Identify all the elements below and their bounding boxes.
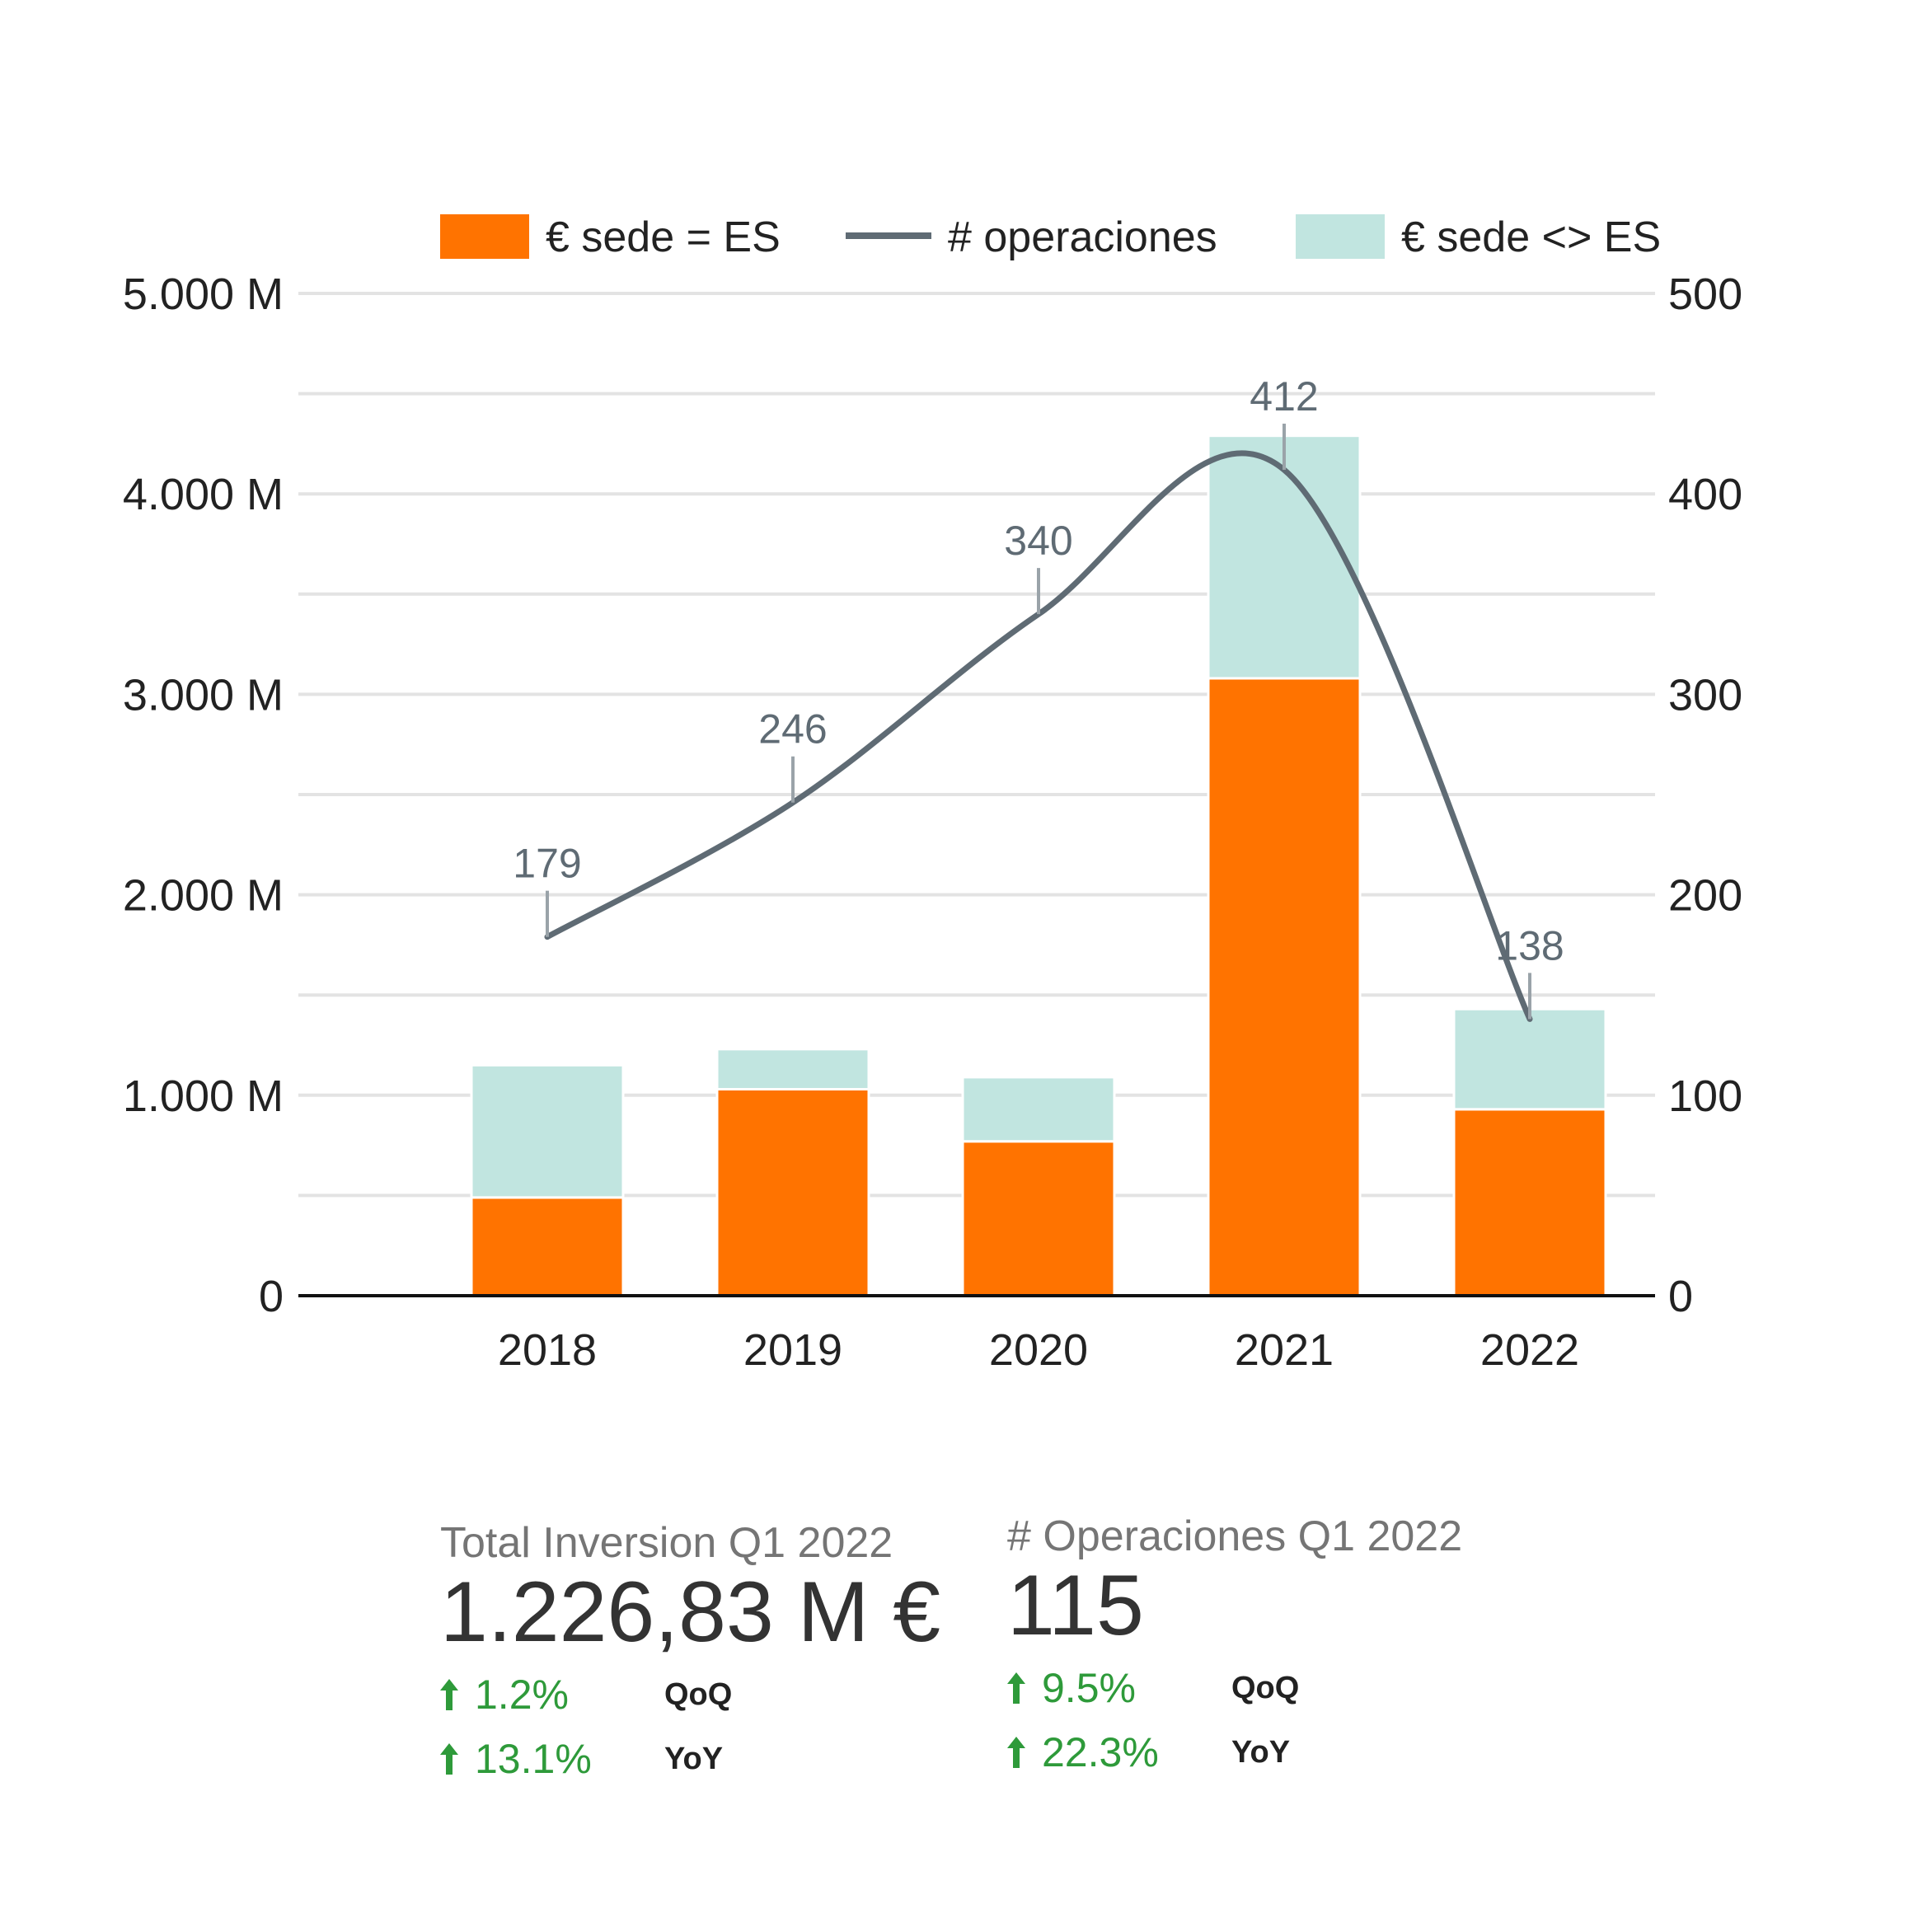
line-data-label: 138 — [1495, 922, 1564, 968]
kpi-investment-title: Total Inversion Q1 2022 — [440, 1519, 893, 1567]
kpi-operations-yoy-label: YoY — [1231, 1734, 1291, 1770]
x-tick-label: 2018 — [498, 1325, 597, 1375]
bar-sede-es — [1207, 677, 1362, 1297]
x-tick-label: 2022 — [1480, 1325, 1579, 1375]
line-data-label: 246 — [758, 706, 827, 753]
kpi-operations-value: 115 — [1007, 1558, 1144, 1653]
kpi-investment-yoy-label: YoY — [664, 1741, 724, 1776]
kpi-operations-qoq-label: QoQ — [1231, 1670, 1300, 1705]
kpi-investment-qoq: 1.2% QoQ — [440, 1662, 940, 1727]
kpi-investment-value: 1.226,83 M € — [440, 1564, 941, 1660]
kpi-operations-title: # Operaciones Q1 2022 — [1007, 1512, 1463, 1560]
legend-swatch-sede-no-es — [1296, 214, 1385, 259]
y-left-tick-label: 4.000 M — [123, 470, 284, 519]
bar-sede-no-es — [715, 1048, 870, 1091]
bar-sede-es — [1452, 1108, 1607, 1297]
legend-swatch-sede-es — [440, 214, 529, 259]
line-data-label: 179 — [513, 841, 581, 887]
y-left-tick-label: 5.000 M — [123, 270, 284, 319]
y-left-tick-label: 1.000 M — [123, 1072, 284, 1121]
kpi-operations-qoq-value: 9.5% — [1042, 1665, 1136, 1712]
legend-label-sede-no-es: € sede <> ES — [1401, 213, 1661, 261]
x-tick-label: 2021 — [1235, 1325, 1334, 1375]
line-data-label: 412 — [1250, 373, 1318, 420]
trend-up-icon — [440, 1743, 458, 1775]
y-right-tick-label: 0 — [1668, 1272, 1693, 1321]
kpi-investment: Total Inversion Q1 2022 1.226,83 M € 1.2… — [440, 1518, 940, 1791]
kpi-investment-yoy-value: 13.1% — [475, 1736, 592, 1783]
y-left-tick-label: 0 — [259, 1272, 284, 1321]
trend-up-icon — [1007, 1672, 1025, 1705]
trend-up-icon — [1007, 1737, 1025, 1769]
y-left-tick-label: 3.000 M — [123, 670, 284, 720]
bar-sede-es — [470, 1196, 625, 1297]
legend-label-operaciones: # operaciones — [948, 213, 1217, 261]
bar-sede-es — [961, 1140, 1116, 1297]
bar-sede-es — [715, 1088, 870, 1297]
bar-sede-no-es — [1452, 1007, 1607, 1111]
kpi-investment-yoy: 13.1% YoY — [440, 1727, 940, 1791]
series-line-operaciones — [544, 450, 1533, 1022]
trend-up-icon — [440, 1679, 458, 1711]
bar-sede-no-es — [470, 1063, 625, 1199]
kpi-operations-yoy: 22.3% YoY — [1007, 1720, 1462, 1784]
y-right-tick-label: 400 — [1668, 470, 1742, 519]
kpi-operations-yoy-value: 22.3% — [1042, 1729, 1159, 1776]
kpi-operations-qoq: 9.5% QoQ — [1007, 1656, 1462, 1720]
y-right-tick-label: 200 — [1668, 871, 1742, 921]
kpi-operations: # Operaciones Q1 2022 115 9.5% QoQ 22.3%… — [1007, 1512, 1462, 1784]
x-tick-label: 2019 — [743, 1325, 842, 1375]
bar-sede-no-es — [961, 1076, 1116, 1143]
x-tick-label: 2020 — [989, 1325, 1088, 1375]
kpi-investment-qoq-value: 1.2% — [475, 1672, 569, 1719]
legend-label-sede-es: € sede = ES — [546, 213, 781, 261]
y-right-tick-label: 300 — [1668, 670, 1742, 720]
y-right-tick-label: 100 — [1668, 1072, 1742, 1121]
line-data-label: 340 — [1004, 518, 1072, 564]
y-right-tick-label: 500 — [1668, 270, 1742, 319]
kpi-investment-qoq-label: QoQ — [664, 1676, 733, 1712]
y-left-tick-label: 2.000 M — [123, 871, 284, 921]
